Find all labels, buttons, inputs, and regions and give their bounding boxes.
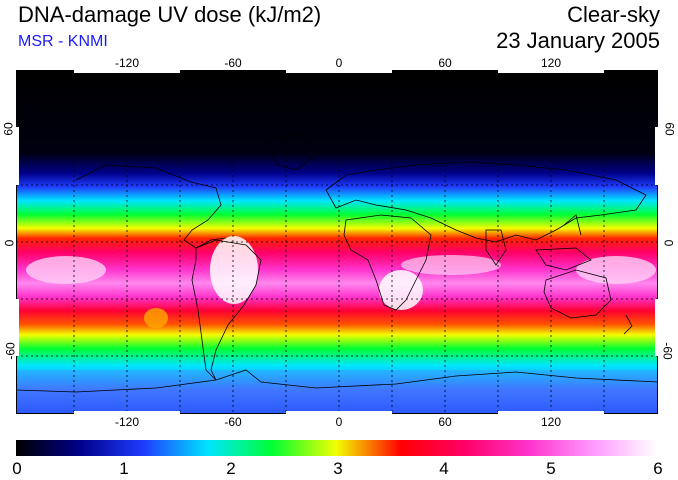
- lat-tick-right: 60: [662, 122, 677, 136]
- coastline-antarctica: [16, 369, 658, 393]
- lon-tick-bottom: 0: [335, 415, 343, 429]
- coastline-africa: [343, 214, 432, 311]
- colorbar: [16, 440, 657, 456]
- lon-tick-bottom: 120: [540, 415, 562, 429]
- coastline-south-america: [191, 239, 262, 381]
- lon-tick-bottom: 60: [438, 415, 452, 429]
- lon-tick-top: -120: [114, 56, 140, 70]
- source-label: MSR - KNMI: [18, 33, 108, 50]
- lat-tick-left: 0: [2, 239, 17, 247]
- lon-tick-top: 120: [540, 56, 562, 70]
- coastline-eurasia: [325, 161, 647, 243]
- uv-maximum-patch: [379, 270, 423, 310]
- lon-tick-top: 60: [438, 56, 452, 70]
- lat-tick-right: 0: [661, 239, 676, 247]
- colorbar-label: 6: [653, 459, 663, 478]
- lon-tick-bottom: -120: [114, 415, 140, 429]
- sky-condition: Clear-sky: [567, 2, 660, 27]
- coastline-australia: [543, 269, 612, 319]
- graticule: [16, 70, 658, 414]
- coastlines: [16, 131, 658, 393]
- coastline-greenland: [265, 131, 317, 171]
- lon-tick-top: -60: [224, 56, 242, 70]
- lon-tick-bottom: -60: [224, 415, 242, 429]
- lon-tick-top: 0: [335, 56, 343, 70]
- colorbar-label: 2: [226, 459, 236, 478]
- lat-tick-left: 60: [1, 122, 16, 136]
- uv-minimum-patch: [144, 308, 168, 328]
- colorbar-label: 4: [439, 459, 449, 478]
- colorbar-label: 5: [546, 459, 556, 478]
- coastline-east-asia: [563, 214, 582, 236]
- colorbar-label: 1: [119, 459, 129, 478]
- uv-maximum-patch: [210, 236, 258, 304]
- coastline-indonesia: [535, 247, 592, 271]
- map-date: 23 January 2005: [496, 28, 660, 53]
- uv-maximum-patch: [576, 256, 656, 284]
- lat-tick-right: -60: [660, 342, 675, 360]
- uv-dose-map: [16, 70, 658, 414]
- colorbar-label: 0: [12, 459, 22, 478]
- frame-ticks: [16, 70, 658, 414]
- uv-maximum-patch: [401, 255, 501, 275]
- coastline-new-zealand: [623, 314, 633, 335]
- map-title: DNA-damage UV dose (kJ/m2): [18, 2, 322, 27]
- coastline-india: [485, 229, 507, 266]
- colorbar-label: 3: [333, 459, 343, 478]
- uv-maximum-patch: [26, 256, 106, 284]
